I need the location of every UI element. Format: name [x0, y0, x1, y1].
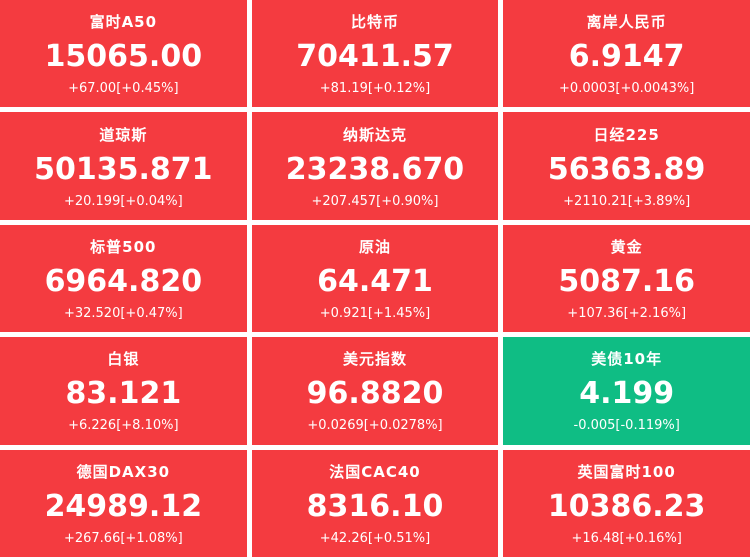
market-tile-crude-oil[interactable]: 原油 64.471 +0.921[+1.45%]	[251, 224, 499, 333]
market-name: 德国DAX30	[76, 462, 171, 481]
market-change: +20.199[+0.04%]	[63, 193, 183, 209]
market-tile-dow-jones[interactable]: 道琼斯 50135.871 +20.199[+0.04%]	[0, 112, 247, 220]
market-name: 美元指数	[342, 350, 407, 369]
market-tile-france-cac40[interactable]: 法国CAC40 8316.10 +42.26[+0.51%]	[251, 449, 499, 557]
market-value: 83.121	[65, 376, 182, 412]
market-name: 富时A50	[89, 13, 158, 32]
market-tile-silver[interactable]: 白银 83.121 +6.226[+8.10%]	[0, 337, 247, 445]
market-tile-ftse-a50[interactable]: 富时A50 15065.00 +67.00[+0.45%]	[0, 0, 247, 108]
market-change: +81.19[+0.12%]	[319, 81, 431, 97]
market-name: 离岸人民币	[586, 13, 667, 32]
market-value: 8316.10	[306, 488, 444, 524]
market-tile-bitcoin[interactable]: 比特币 70411.57 +81.19[+0.12%]	[251, 0, 499, 108]
market-value: 56363.89	[547, 151, 706, 187]
market-change: +2110.21[+3.89%]	[563, 193, 691, 209]
market-value: 10386.23	[547, 488, 706, 524]
market-value: 6.9147	[568, 39, 685, 75]
market-value: 23238.670	[285, 151, 465, 187]
market-value: 4.199	[579, 376, 675, 412]
market-tile-offshore-cny[interactable]: 离岸人民币 6.9147 +0.0003[+0.0043%]	[503, 0, 750, 108]
market-value: 96.8820	[306, 376, 444, 412]
market-name: 黄金	[610, 237, 643, 256]
market-change: +32.520[+0.47%]	[63, 305, 183, 321]
market-change: +0.0003[+0.0043%]	[559, 81, 695, 97]
market-tile-nikkei-225[interactable]: 日经225 56363.89 +2110.21[+3.89%]	[503, 112, 750, 220]
market-change: +16.48[+0.16%]	[571, 530, 682, 546]
market-tile-uk-ftse100[interactable]: 英国富时100 10386.23 +16.48[+0.16%]	[503, 449, 750, 557]
market-name: 美债10年	[591, 350, 663, 369]
market-name: 比特币	[350, 13, 399, 32]
market-change: +267.66[+1.08%]	[63, 530, 183, 546]
market-value: 64.471	[317, 263, 433, 299]
market-name: 白银	[107, 350, 140, 369]
market-name: 法国CAC40	[329, 462, 421, 481]
market-change: +0.0269[+0.0278%]	[307, 418, 443, 434]
market-tile-nasdaq[interactable]: 纳斯达克 23238.670 +207.457[+0.90%]	[251, 112, 499, 220]
market-value: 50135.871	[34, 151, 213, 187]
market-change: +107.36[+2.16%]	[567, 305, 687, 321]
market-tile-germany-dax30[interactable]: 德国DAX30 24989.12 +267.66[+1.08%]	[0, 449, 247, 557]
market-change: -0.005[-0.119%]	[573, 418, 680, 434]
market-change: +6.226[+8.10%]	[68, 418, 179, 434]
market-value: 15065.00	[44, 39, 203, 75]
market-change: +0.921[+1.45%]	[319, 305, 431, 321]
market-name: 日经225	[593, 125, 660, 144]
market-name: 标普500	[90, 237, 157, 256]
market-name: 原油	[358, 237, 391, 256]
market-name: 纳斯达克	[342, 125, 407, 144]
market-value: 6964.820	[44, 263, 203, 299]
market-change: +67.00[+0.45%]	[68, 81, 179, 97]
market-value: 70411.57	[296, 39, 454, 75]
market-change: +42.26[+0.51%]	[319, 530, 431, 546]
market-tile-sp500[interactable]: 标普500 6964.820 +32.520[+0.47%]	[0, 224, 247, 333]
market-value: 5087.16	[558, 263, 695, 299]
market-tile-gold[interactable]: 黄金 5087.16 +107.36[+2.16%]	[503, 224, 750, 333]
market-value: 24989.12	[44, 488, 203, 524]
market-tile-usd-index[interactable]: 美元指数 96.8820 +0.0269[+0.0278%]	[251, 337, 499, 445]
market-change: +207.457[+0.90%]	[311, 193, 439, 209]
market-name: 道琼斯	[99, 125, 148, 144]
market-name: 英国富时100	[577, 462, 676, 481]
market-tile-us-10y-treasury[interactable]: 美债10年 4.199 -0.005[-0.119%]	[503, 337, 750, 445]
